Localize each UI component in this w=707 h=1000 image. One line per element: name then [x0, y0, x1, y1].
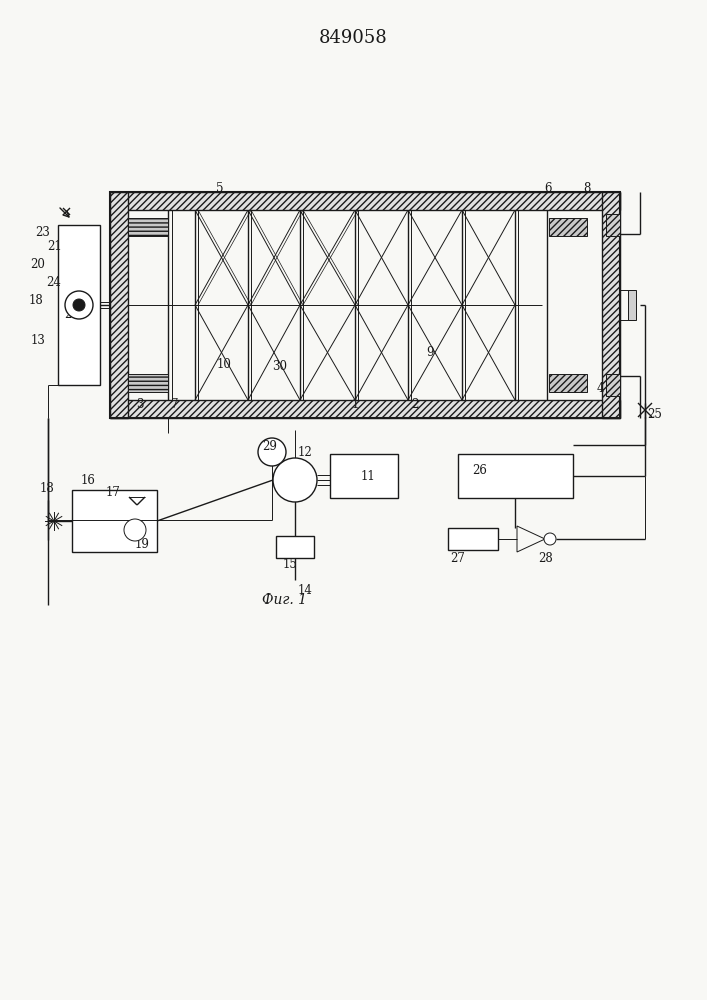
Circle shape — [273, 458, 317, 502]
Bar — [110, 192, 128, 418]
Bar — [448, 528, 498, 550]
Circle shape — [73, 299, 85, 311]
Text: 7: 7 — [171, 397, 179, 410]
Text: 3: 3 — [136, 397, 144, 410]
Text: 14: 14 — [298, 584, 312, 596]
Bar — [128, 218, 168, 236]
Text: 21: 21 — [47, 240, 62, 253]
Bar — [606, 374, 620, 396]
Bar — [330, 454, 398, 498]
Text: 6: 6 — [544, 182, 551, 194]
Text: 18: 18 — [40, 482, 54, 494]
Text: 28: 28 — [539, 552, 554, 564]
Bar — [110, 192, 620, 210]
Text: 30: 30 — [272, 360, 288, 372]
Text: 9: 9 — [426, 346, 434, 359]
Text: 19: 19 — [134, 538, 149, 550]
Bar — [549, 374, 587, 392]
Circle shape — [544, 533, 556, 545]
Bar — [602, 192, 620, 418]
Text: 25: 25 — [648, 408, 662, 420]
Circle shape — [258, 438, 286, 466]
Bar — [606, 214, 620, 236]
Text: 10: 10 — [216, 358, 231, 370]
Text: 13: 13 — [30, 334, 45, 347]
Text: 24: 24 — [47, 275, 62, 288]
Text: 11: 11 — [361, 470, 375, 483]
Text: 18: 18 — [28, 294, 43, 306]
Text: 27: 27 — [450, 552, 465, 564]
Text: 5: 5 — [216, 182, 223, 194]
Text: 23: 23 — [35, 226, 50, 238]
Circle shape — [124, 519, 146, 541]
Bar — [110, 192, 620, 418]
Text: 20: 20 — [30, 258, 45, 271]
Bar — [628, 290, 636, 320]
Text: 16: 16 — [81, 474, 95, 487]
Text: 29: 29 — [262, 440, 277, 454]
Text: 26: 26 — [472, 464, 487, 477]
Bar — [549, 218, 587, 236]
Bar — [58, 225, 100, 385]
Text: 22: 22 — [64, 308, 79, 322]
Bar — [110, 400, 620, 418]
Text: 8: 8 — [583, 182, 590, 194]
Text: Фиг. 1: Фиг. 1 — [262, 593, 308, 607]
Text: 2: 2 — [411, 397, 419, 410]
Bar — [276, 536, 314, 558]
Text: 4: 4 — [596, 381, 604, 394]
Text: 17: 17 — [105, 486, 120, 498]
Text: 1: 1 — [351, 397, 358, 410]
Text: 15: 15 — [283, 558, 298, 570]
Bar — [458, 454, 573, 498]
Circle shape — [65, 291, 93, 319]
Bar — [128, 374, 168, 392]
Text: 849058: 849058 — [319, 29, 387, 47]
Text: 12: 12 — [298, 446, 312, 458]
Bar — [72, 490, 157, 552]
